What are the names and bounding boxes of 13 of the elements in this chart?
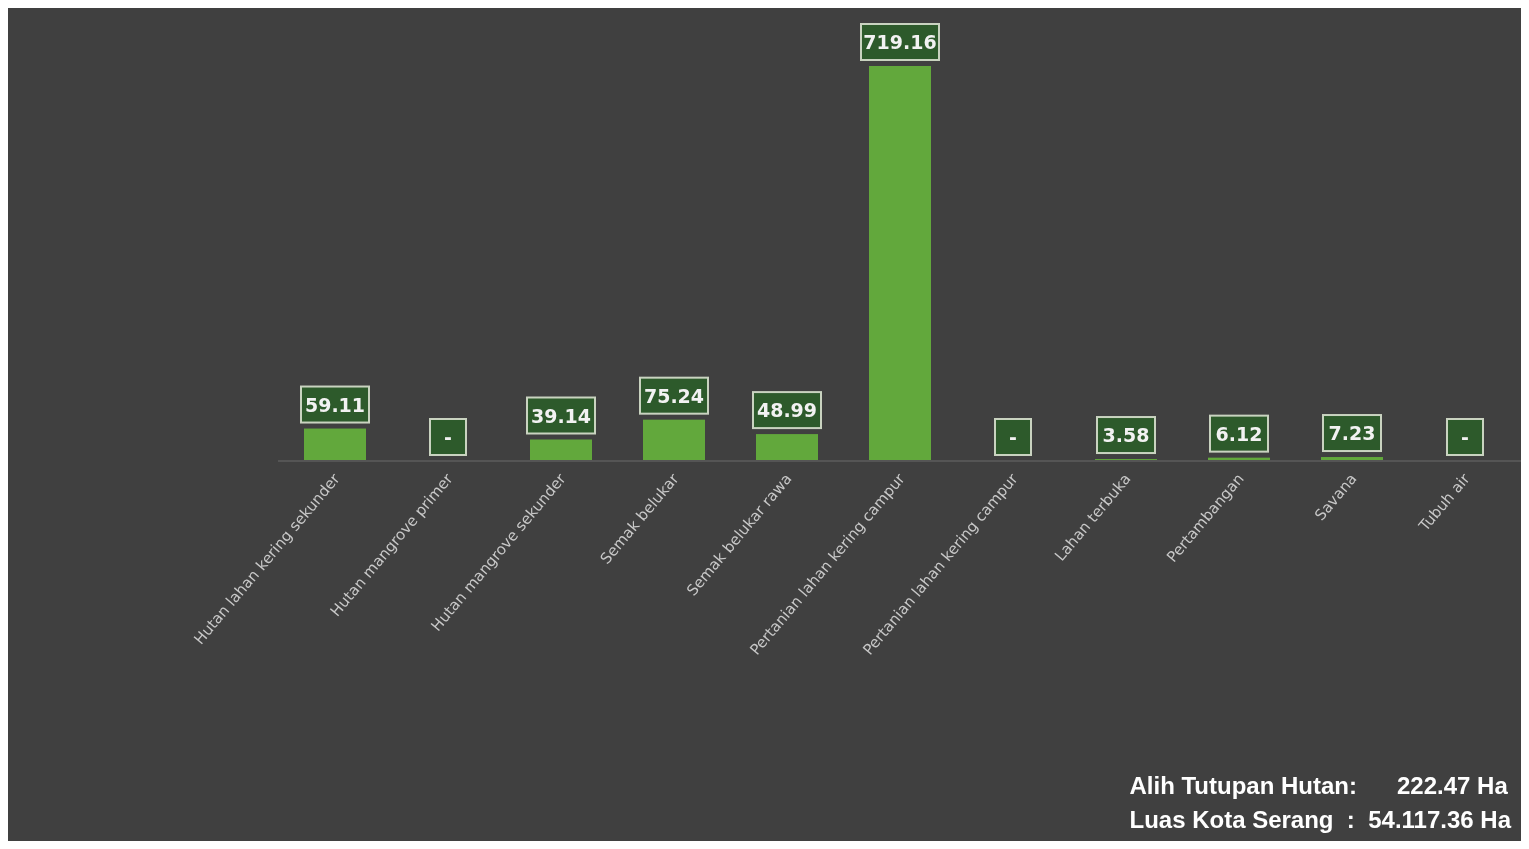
- data-label: 39.14: [530, 404, 592, 427]
- data-label: 59.11: [304, 393, 366, 416]
- data-label: 3.58: [1102, 424, 1150, 447]
- data-label: 7.23: [1328, 422, 1376, 445]
- data-label: -: [1009, 426, 1017, 448]
- text: Alih Tutupan Hutan: 222.47 Ha: [1129, 771, 1509, 801]
- text: Luas Kota Serang : 54.117.36 Ha: [1129, 805, 1511, 835]
- data-label: 75.24: [643, 384, 705, 407]
- data-label: -: [444, 426, 452, 448]
- data-label: 6.12: [1215, 422, 1263, 445]
- data-label: 719.16: [863, 31, 937, 53]
- data-label: 48.99: [756, 399, 818, 422]
- data-label: -: [1461, 426, 1469, 448]
